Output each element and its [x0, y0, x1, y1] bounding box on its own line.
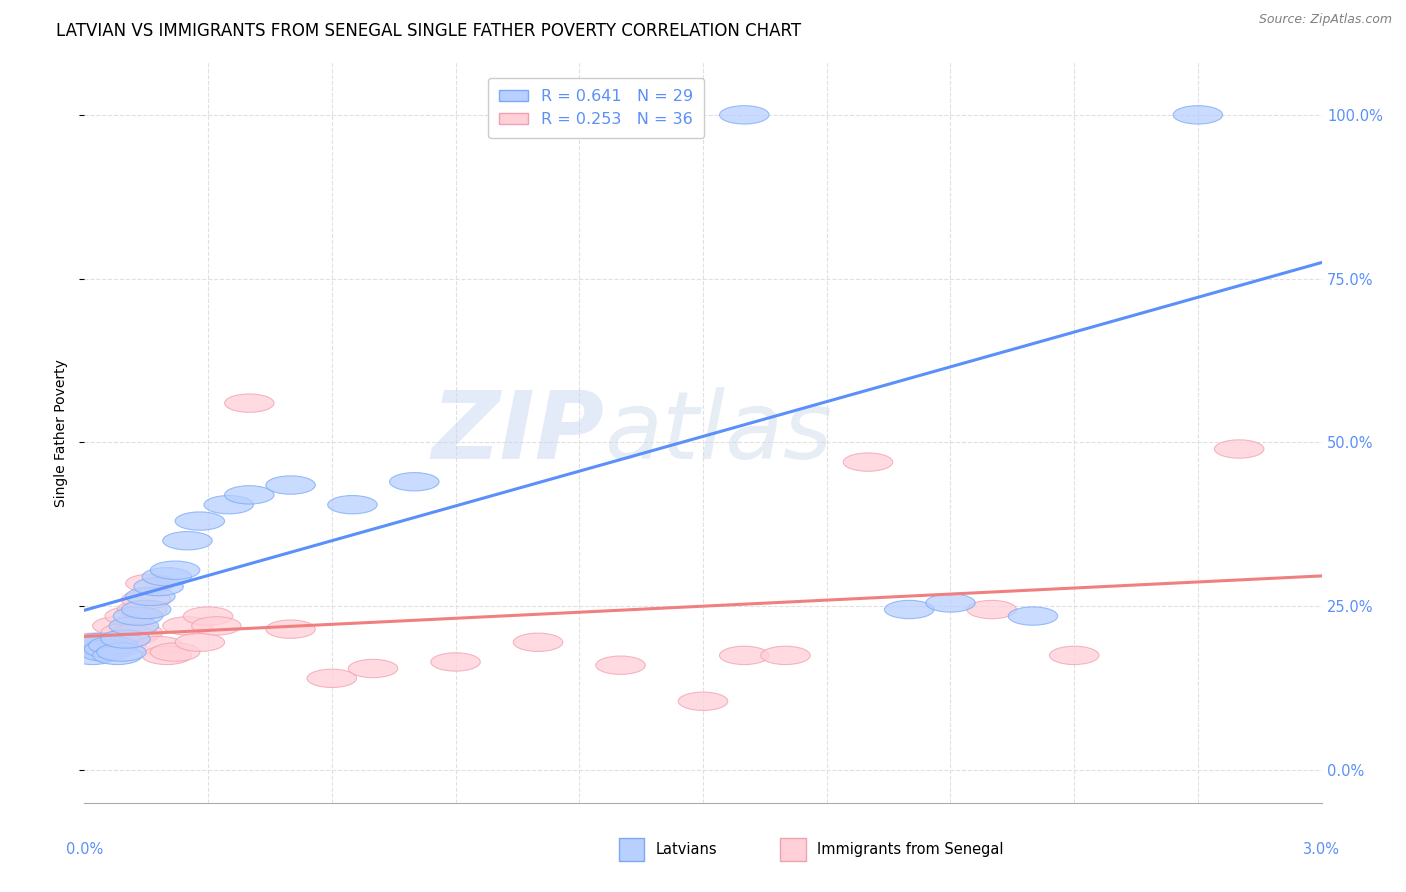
Ellipse shape — [72, 636, 121, 655]
Ellipse shape — [225, 394, 274, 412]
Ellipse shape — [596, 656, 645, 674]
Ellipse shape — [150, 561, 200, 580]
Ellipse shape — [97, 643, 146, 661]
Ellipse shape — [110, 626, 159, 645]
Ellipse shape — [67, 633, 117, 651]
Ellipse shape — [1173, 105, 1223, 124]
Ellipse shape — [84, 640, 134, 658]
Ellipse shape — [110, 616, 159, 635]
Ellipse shape — [191, 616, 240, 635]
Ellipse shape — [637, 105, 686, 124]
Ellipse shape — [121, 591, 172, 609]
Ellipse shape — [76, 640, 125, 658]
Ellipse shape — [114, 624, 163, 641]
Ellipse shape — [89, 640, 138, 658]
Ellipse shape — [884, 600, 934, 619]
Ellipse shape — [844, 453, 893, 471]
Ellipse shape — [97, 636, 146, 655]
Text: ZIP: ZIP — [432, 386, 605, 479]
Ellipse shape — [328, 496, 377, 514]
Ellipse shape — [349, 659, 398, 678]
Y-axis label: Single Father Poverty: Single Father Poverty — [55, 359, 69, 507]
Ellipse shape — [76, 633, 125, 651]
Ellipse shape — [93, 616, 142, 635]
Ellipse shape — [67, 646, 117, 665]
Ellipse shape — [225, 485, 274, 504]
Text: LATVIAN VS IMMIGRANTS FROM SENEGAL SINGLE FATHER POVERTY CORRELATION CHART: LATVIAN VS IMMIGRANTS FROM SENEGAL SINGL… — [56, 22, 801, 40]
Ellipse shape — [176, 512, 225, 530]
Ellipse shape — [142, 646, 191, 665]
Ellipse shape — [430, 653, 481, 671]
Ellipse shape — [80, 643, 129, 661]
Text: Immigrants from Senegal: Immigrants from Senegal — [817, 842, 1004, 857]
Ellipse shape — [84, 636, 134, 655]
Ellipse shape — [142, 567, 191, 586]
Ellipse shape — [204, 496, 253, 514]
Text: 3.0%: 3.0% — [1303, 842, 1340, 856]
Text: Source: ZipAtlas.com: Source: ZipAtlas.com — [1258, 13, 1392, 27]
Ellipse shape — [678, 692, 728, 710]
Ellipse shape — [183, 607, 233, 625]
Ellipse shape — [1008, 607, 1057, 625]
Ellipse shape — [80, 633, 129, 651]
Ellipse shape — [720, 646, 769, 665]
Ellipse shape — [163, 532, 212, 549]
Ellipse shape — [761, 646, 810, 665]
Ellipse shape — [101, 624, 150, 641]
Ellipse shape — [114, 607, 163, 625]
Text: Latvians: Latvians — [655, 842, 717, 857]
Ellipse shape — [134, 577, 183, 596]
Ellipse shape — [89, 636, 138, 655]
Ellipse shape — [266, 620, 315, 639]
Text: atlas: atlas — [605, 387, 832, 478]
Ellipse shape — [266, 475, 315, 494]
Ellipse shape — [105, 607, 155, 625]
Ellipse shape — [389, 473, 439, 491]
Ellipse shape — [117, 600, 167, 619]
Ellipse shape — [125, 587, 176, 606]
Ellipse shape — [125, 574, 176, 592]
Ellipse shape — [307, 669, 357, 688]
Ellipse shape — [121, 600, 172, 619]
Ellipse shape — [925, 594, 976, 612]
Ellipse shape — [176, 633, 225, 651]
Ellipse shape — [1049, 646, 1099, 665]
Text: 0.0%: 0.0% — [66, 842, 103, 856]
Ellipse shape — [720, 105, 769, 124]
Ellipse shape — [163, 616, 212, 635]
Ellipse shape — [1215, 440, 1264, 458]
Ellipse shape — [967, 600, 1017, 619]
Ellipse shape — [101, 630, 150, 648]
Ellipse shape — [72, 636, 121, 655]
Ellipse shape — [93, 646, 142, 665]
Ellipse shape — [134, 636, 183, 655]
Ellipse shape — [513, 633, 562, 651]
Ellipse shape — [150, 643, 200, 661]
Legend: R = 0.641   N = 29, R = 0.253   N = 36: R = 0.641 N = 29, R = 0.253 N = 36 — [488, 78, 704, 138]
